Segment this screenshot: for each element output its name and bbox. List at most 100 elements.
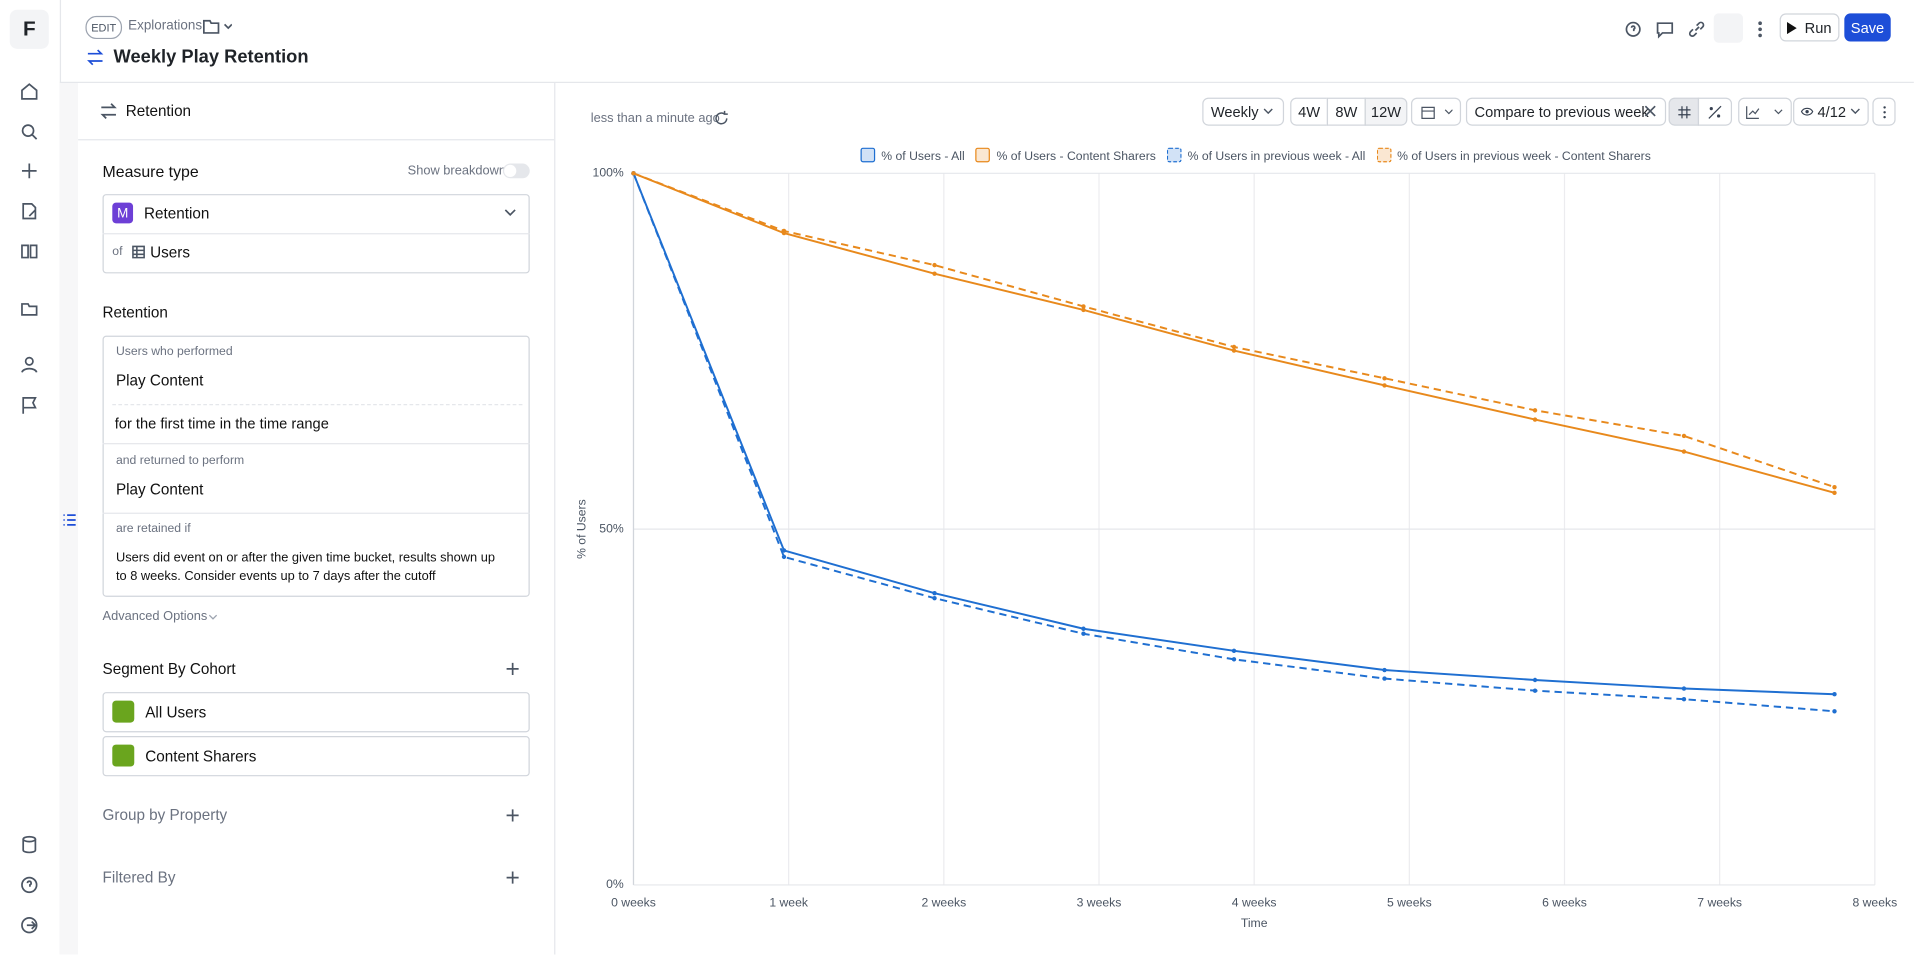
data-point <box>1532 688 1538 693</box>
header <box>59 0 1914 84</box>
divider <box>102 233 530 235</box>
retained-text[interactable]: Users did event on or after the given ti… <box>115 550 495 584</box>
data-point <box>631 171 636 176</box>
chart-type[interactable] <box>1738 97 1792 126</box>
legend-label: % of Users - All <box>881 150 965 164</box>
series-line <box>632 172 1835 713</box>
data-point <box>932 271 937 276</box>
x-tick-label: 7 weeks <box>1697 895 1742 909</box>
advanced-options[interactable]: Advanced Options <box>102 609 208 624</box>
panel-strip <box>59 83 79 955</box>
comment-button[interactable] <box>1655 20 1675 40</box>
grid-toggle[interactable] <box>1668 97 1700 126</box>
data-point <box>1081 304 1086 309</box>
entity[interactable]: Users <box>150 244 190 262</box>
filtered-by[interactable]: Filtered By <box>102 869 176 887</box>
logo[interactable]: F <box>9 9 49 49</box>
show-breakdown-label: Show breakdown <box>407 163 507 179</box>
cohort-row[interactable] <box>102 736 530 777</box>
run-button[interactable]: Run <box>1779 13 1840 42</box>
add-group[interactable] <box>506 809 519 822</box>
list-toggle[interactable] <box>62 513 77 528</box>
chevron <box>1850 108 1860 115</box>
data-point <box>1231 657 1237 662</box>
data-point <box>1231 648 1237 654</box>
of-label: of <box>112 245 123 259</box>
x-tick-label: 5 weeks <box>1387 895 1432 909</box>
first-time[interactable]: for the first time in the time range <box>114 415 329 433</box>
logout-icon[interactable] <box>20 915 40 935</box>
share-button[interactable] <box>1713 13 1744 43</box>
breakdown-toggle[interactable] <box>502 163 530 179</box>
x-tick-label: 8 weeks <box>1852 895 1897 909</box>
refresh-icon[interactable] <box>713 110 730 127</box>
chart-menu[interactable] <box>1872 97 1896 126</box>
retained-label: are retained if <box>115 522 191 536</box>
legend-item[interactable]: % of Users in previous week - All <box>1166 147 1365 164</box>
add-filter[interactable] <box>506 871 519 884</box>
performed-label: Users who performed <box>115 345 233 359</box>
search-icon[interactable] <box>20 122 40 142</box>
first-event[interactable]: Play Content <box>115 372 204 390</box>
measure-select[interactable]: Retention <box>144 205 210 223</box>
data-point <box>1081 631 1086 636</box>
data-point <box>1231 348 1237 353</box>
date-picker[interactable] <box>1411 97 1462 126</box>
legend-item[interactable]: % of Users - All <box>860 147 965 164</box>
table-icon <box>132 245 145 259</box>
help-icon[interactable] <box>20 875 40 895</box>
x-tick-label: 2 weeks <box>921 895 966 909</box>
data-point <box>932 262 937 268</box>
chevron[interactable] <box>208 612 219 623</box>
panel-tab[interactable]: Retention <box>125 102 192 120</box>
measure-type-label: Measure type <box>102 162 199 181</box>
data-point <box>1832 692 1837 697</box>
folder-dropdown[interactable] <box>202 17 232 37</box>
chevron[interactable] <box>503 205 518 220</box>
edit-icon[interactable] <box>20 201 40 221</box>
flag-icon[interactable] <box>20 395 40 415</box>
link-button[interactable] <box>1687 20 1707 40</box>
edit-badge[interactable]: EDIT <box>85 15 123 40</box>
clear-compare[interactable] <box>1644 105 1656 117</box>
series-line <box>632 172 1835 696</box>
book-icon[interactable] <box>20 242 40 262</box>
breadcrumb[interactable]: Explorations <box>128 18 203 33</box>
tab-icon <box>100 103 117 120</box>
data-point <box>781 228 787 234</box>
x-axis-label: Time <box>1241 916 1268 930</box>
cohort-name[interactable]: Content Sharers <box>145 748 257 766</box>
data-point <box>1681 433 1687 439</box>
group-by[interactable]: Group by Property <box>102 806 228 824</box>
data-point <box>1532 677 1538 683</box>
data-point <box>1382 376 1387 381</box>
compare-select[interactable]: Compare to previous week <box>1465 97 1667 126</box>
view-count: 4/12 <box>1817 103 1846 121</box>
second-event[interactable]: Play Content <box>115 480 204 499</box>
percent-toggle[interactable] <box>1697 97 1733 126</box>
save-button[interactable]: Save <box>1844 13 1891 42</box>
add-icon[interactable] <box>20 161 40 181</box>
range-button[interactable]: 4W <box>1290 97 1329 126</box>
legend-item[interactable]: % of Users - Content Sharers <box>975 147 1156 164</box>
cohort-icon <box>112 744 135 767</box>
range-button[interactable]: 8W <box>1326 97 1366 126</box>
x-tick-label: 6 weeks <box>1542 895 1587 909</box>
legend-item[interactable]: % of Users in previous week - Content Sh… <box>1376 147 1651 164</box>
help-button[interactable] <box>1623 20 1643 40</box>
add-segment[interactable] <box>506 662 519 675</box>
database-icon[interactable] <box>20 835 40 855</box>
home-icon[interactable] <box>20 82 40 102</box>
user-icon[interactable] <box>20 355 40 375</box>
range-button[interactable]: 12W <box>1364 97 1408 126</box>
cohort-icon <box>112 700 135 723</box>
folder-icon[interactable] <box>20 299 40 319</box>
cohort-row[interactable] <box>102 692 530 733</box>
more-icon <box>1882 105 1886 118</box>
more-button[interactable] <box>1750 20 1770 40</box>
page-title: Weekly Play Retention <box>113 46 309 68</box>
granularity: Weekly <box>1210 103 1259 121</box>
data-point <box>1832 490 1837 496</box>
data-point <box>1382 676 1387 681</box>
cohort-name[interactable]: All Users <box>145 704 207 722</box>
